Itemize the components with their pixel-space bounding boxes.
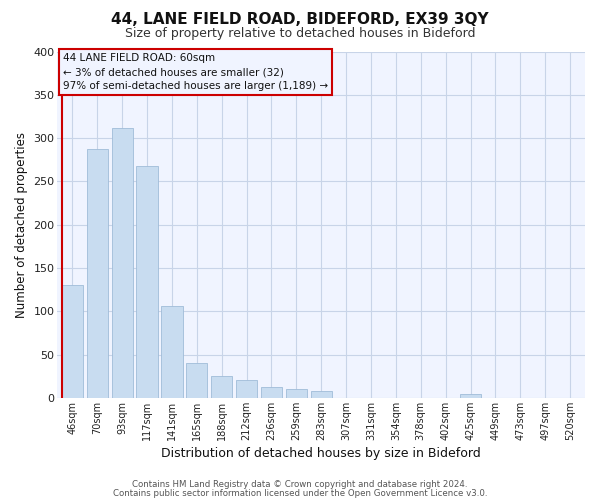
Text: Size of property relative to detached houses in Bideford: Size of property relative to detached ho… (125, 28, 475, 40)
Text: 44 LANE FIELD ROAD: 60sqm
← 3% of detached houses are smaller (32)
97% of semi-d: 44 LANE FIELD ROAD: 60sqm ← 3% of detach… (63, 53, 328, 91)
Bar (136, 166, 158, 398)
Bar (236, 380, 257, 398)
Bar (286, 389, 307, 398)
Bar (161, 306, 182, 398)
X-axis label: Distribution of detached houses by size in Bideford: Distribution of detached houses by size … (161, 447, 481, 460)
Y-axis label: Number of detached properties: Number of detached properties (15, 132, 28, 318)
Text: 44, LANE FIELD ROAD, BIDEFORD, EX39 3QY: 44, LANE FIELD ROAD, BIDEFORD, EX39 3QY (111, 12, 489, 28)
Bar (86, 150, 108, 398)
Bar (211, 376, 232, 398)
Bar (186, 364, 208, 398)
Text: Contains public sector information licensed under the Open Government Licence v3: Contains public sector information licen… (113, 489, 487, 498)
Bar (62, 286, 83, 398)
Bar (460, 394, 481, 398)
Bar (112, 128, 133, 398)
Bar (311, 391, 332, 398)
Text: Contains HM Land Registry data © Crown copyright and database right 2024.: Contains HM Land Registry data © Crown c… (132, 480, 468, 489)
Bar (261, 386, 282, 398)
